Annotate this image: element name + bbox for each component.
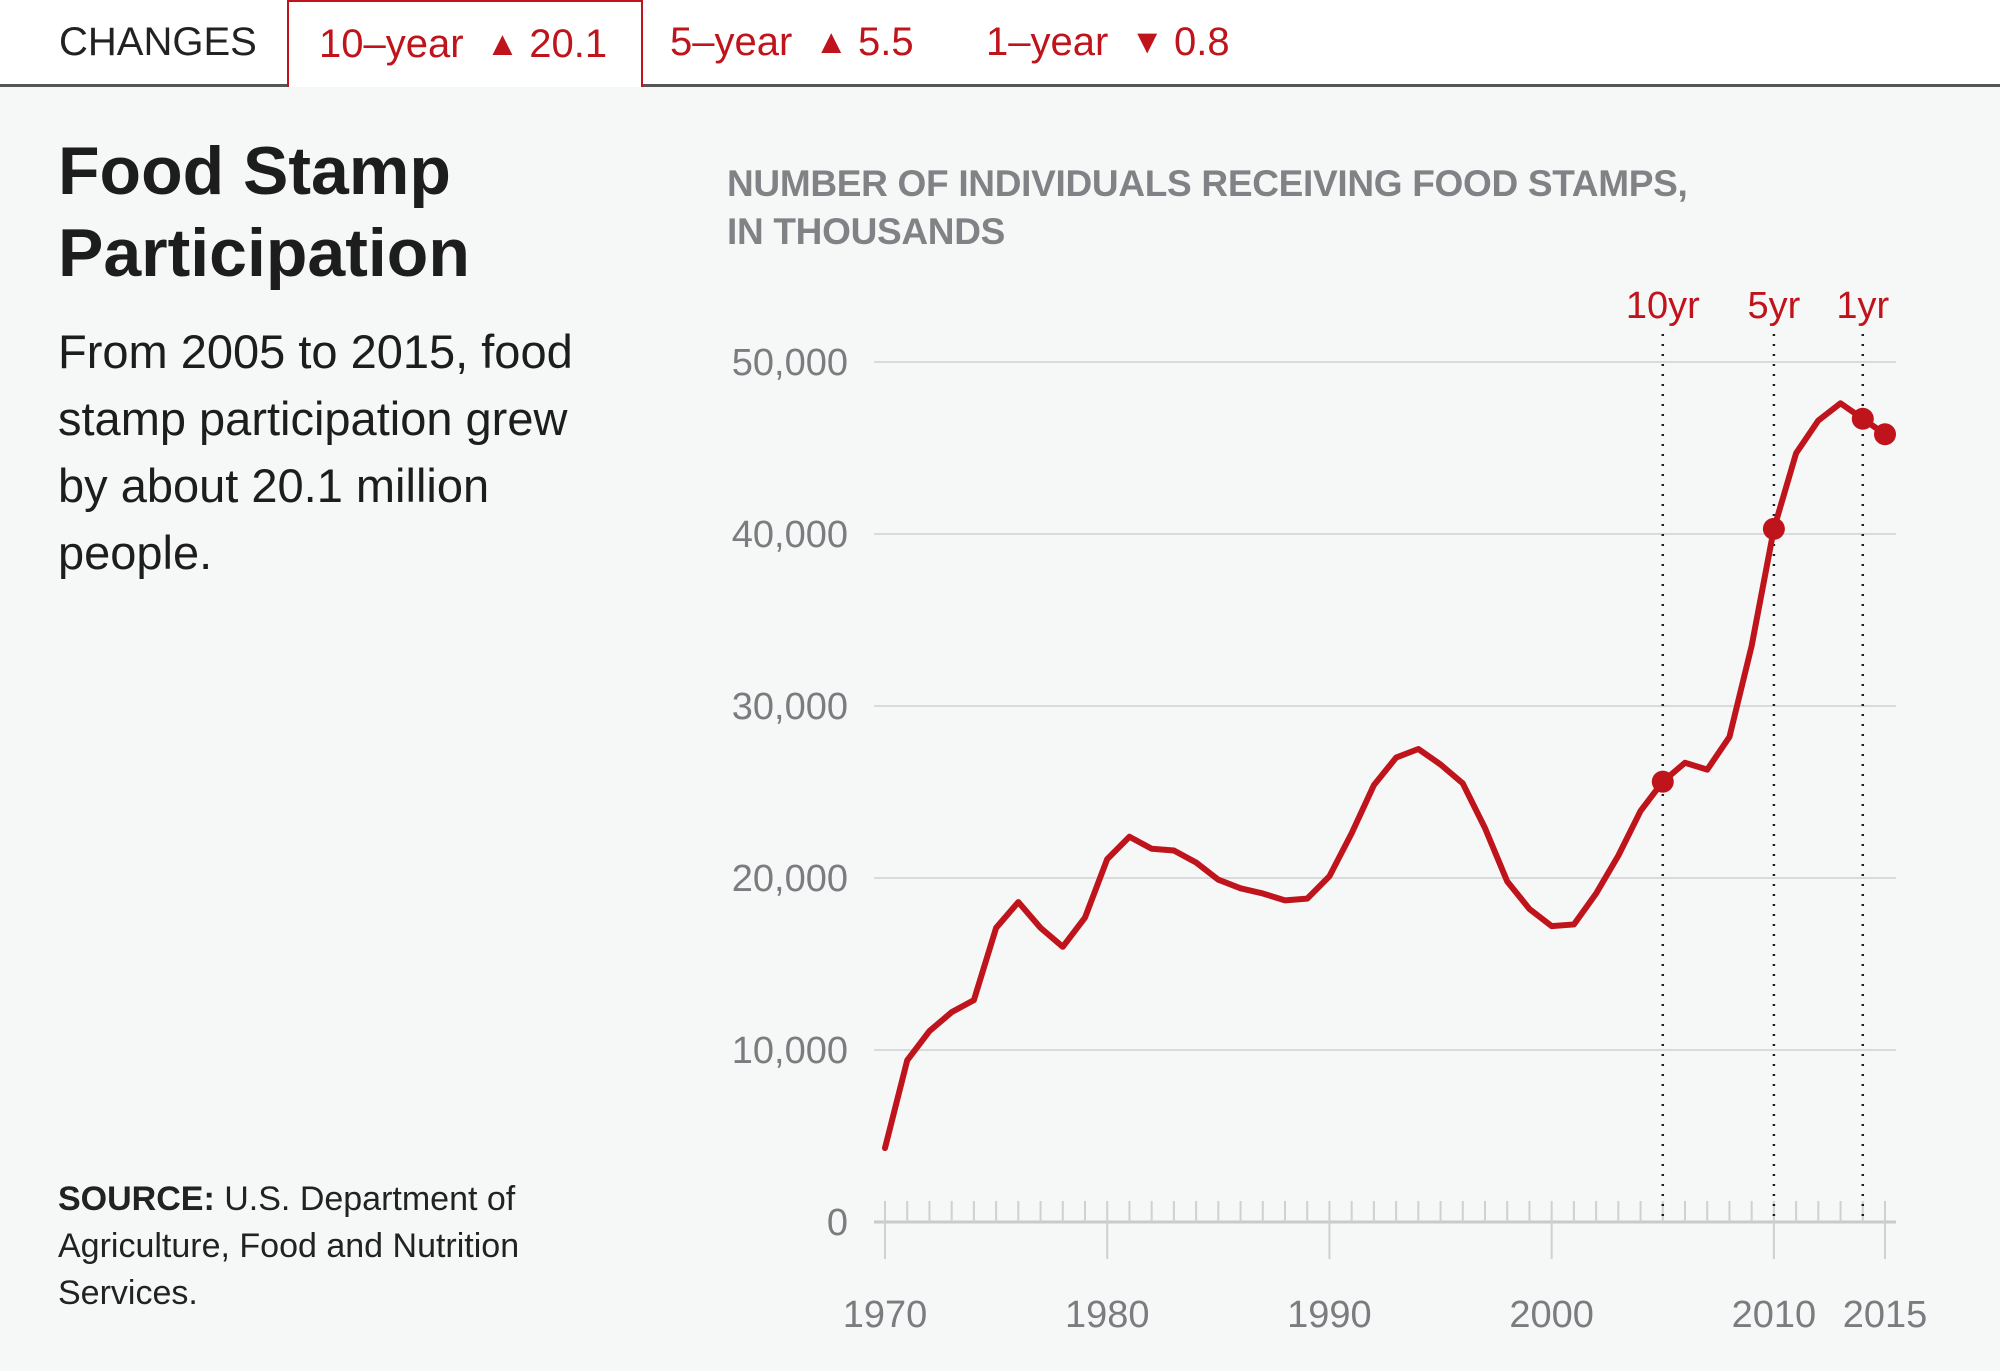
- data-point-2014: [1851, 407, 1874, 430]
- y-tick-label: 30,000: [732, 686, 848, 728]
- y-tick-label: 20,000: [732, 858, 848, 900]
- tab-period: 5–year: [670, 20, 793, 64]
- data-point-2005: [1651, 770, 1674, 793]
- down-arrow-icon: ▼: [1130, 23, 1164, 61]
- data-point-2010: [1762, 517, 1785, 540]
- marker-label-5yr: 5yr: [1747, 285, 1800, 327]
- y-tick-label: 10,000: [732, 1030, 848, 1072]
- y-tick-label: 40,000: [732, 514, 848, 556]
- x-tick-label: 2015: [1843, 1294, 1928, 1336]
- x-axis: 1970 1980 1990 2000 2010 2015: [843, 1201, 1928, 1336]
- page-title: Food Stamp Participation: [58, 130, 578, 294]
- tab-10-year[interactable]: 10–year ▲ 20.1: [287, 0, 643, 87]
- period-markers: 10yr 5yr 1yr: [1626, 285, 1890, 1222]
- title-text: Food Stamp Participation: [58, 133, 470, 291]
- source-note: SOURCE: U.S. Department of Agriculture, …: [58, 1176, 598, 1317]
- source-label: SOURCE:: [58, 1180, 215, 1218]
- chart-title: NUMBER OF INDIVIDUALS RECEIVING FOOD STA…: [727, 160, 1927, 256]
- gridlines: [874, 361, 1896, 1224]
- description: From 2005 to 2015, food stamp participat…: [58, 325, 573, 579]
- x-tick-label: 1990: [1287, 1294, 1372, 1336]
- chart-title-text: NUMBER OF INDIVIDUALS RECEIVING FOOD STA…: [727, 163, 1688, 252]
- tab-1-year[interactable]: 1–year ▼ 0.8: [986, 0, 1230, 84]
- y-tick-label: 50,000: [732, 342, 848, 384]
- tab-period: 1–year: [986, 20, 1109, 64]
- tab-period: 10–year: [319, 22, 464, 66]
- tab-5-year[interactable]: 5–year ▲ 5.5: [670, 0, 914, 84]
- tab-value: 20.1: [529, 22, 608, 66]
- tab-value: 0.8: [1173, 20, 1230, 64]
- y-axis: 0 10,000 20,000 30,000 40,000 50,000: [732, 342, 848, 1244]
- changes-header: CHANGES 10–year ▲ 20.1 5–year ▲ 5.5 1–year ▼ 0…: [0, 0, 2000, 87]
- x-tick-label: 1980: [1065, 1294, 1150, 1336]
- y-tick-label: 0: [827, 1202, 848, 1244]
- source-text: U.S. Department of Agriculture, Food and…: [58, 1180, 520, 1312]
- up-arrow-icon: ▲: [485, 25, 520, 63]
- x-tick-label: 2010: [1732, 1294, 1817, 1336]
- marker-label-1yr: 1yr: [1836, 285, 1889, 327]
- changes-label: CHANGES: [59, 20, 257, 64]
- marker-label-10yr: 10yr: [1626, 285, 1700, 327]
- tab-value: 5.5: [857, 20, 914, 64]
- series-line: [882, 400, 1888, 1152]
- x-tick-label: 2000: [1509, 1294, 1594, 1336]
- data-point-2015: [1874, 423, 1896, 446]
- x-tick-label: 1970: [843, 1294, 928, 1336]
- up-arrow-icon: ▲: [814, 23, 848, 61]
- data-series: [882, 400, 1896, 1152]
